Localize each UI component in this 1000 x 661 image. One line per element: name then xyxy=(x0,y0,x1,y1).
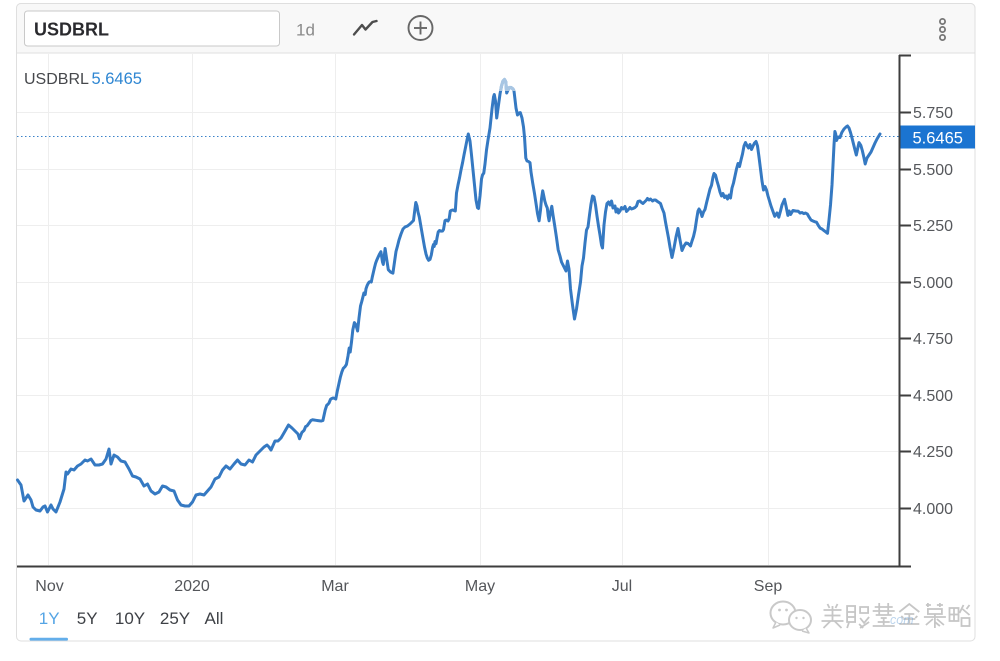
svg-text:5.6465: 5.6465 xyxy=(92,70,142,88)
svg-text:Jul: Jul xyxy=(612,578,632,595)
svg-text:Mar: Mar xyxy=(321,578,349,595)
svg-text:2020: 2020 xyxy=(174,578,210,595)
svg-text:All: All xyxy=(205,609,224,628)
svg-text:1d: 1d xyxy=(296,21,315,40)
svg-text:5.500: 5.500 xyxy=(913,162,953,179)
svg-text:com: com xyxy=(890,613,914,627)
svg-text:4.250: 4.250 xyxy=(913,444,953,461)
svg-text:May: May xyxy=(465,578,495,595)
svg-text:4.750: 4.750 xyxy=(913,331,953,348)
svg-text:10Y: 10Y xyxy=(115,609,145,628)
svg-text:5.250: 5.250 xyxy=(913,218,953,235)
svg-text:USDBRL: USDBRL xyxy=(24,71,89,88)
svg-text:Nov: Nov xyxy=(35,578,63,595)
svg-text:5.000: 5.000 xyxy=(913,275,953,292)
svg-text:5.750: 5.750 xyxy=(913,105,953,122)
svg-text:5.6465: 5.6465 xyxy=(913,130,963,148)
svg-text:5Y: 5Y xyxy=(77,609,98,628)
svg-text:Sep: Sep xyxy=(754,578,783,595)
svg-text:USDBRL: USDBRL xyxy=(34,20,109,40)
svg-text:25Y: 25Y xyxy=(160,609,190,628)
svg-text:1Y: 1Y xyxy=(39,609,60,628)
svg-text:4.000: 4.000 xyxy=(913,501,953,518)
svg-text:4.500: 4.500 xyxy=(913,388,953,405)
